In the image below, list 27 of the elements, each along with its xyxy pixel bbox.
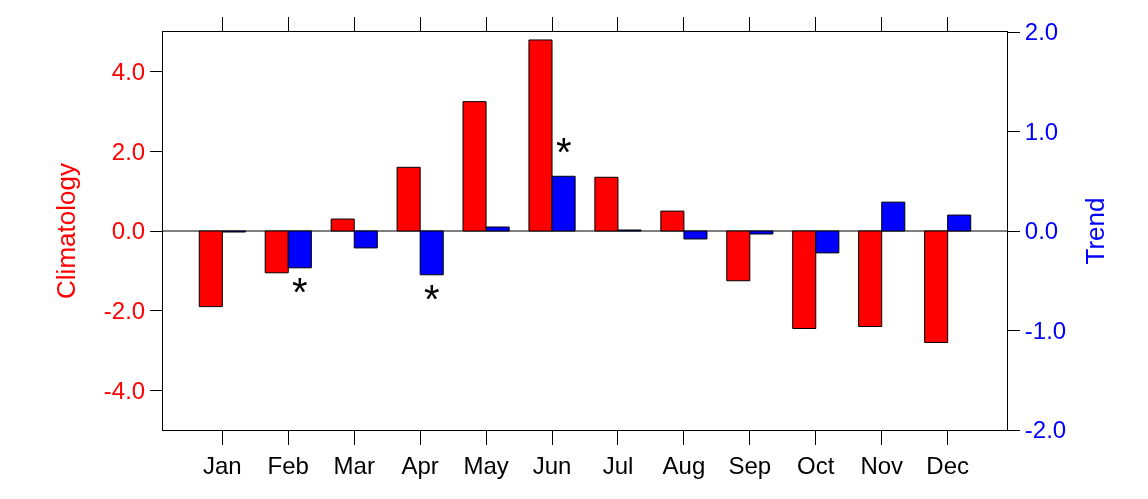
y2-tick-label: 2.0 — [1024, 18, 1059, 46]
y2-tick-label: -1.0 — [1024, 316, 1067, 344]
x-tick-label: Nov — [860, 451, 904, 479]
x-tick-label: May — [463, 451, 509, 479]
x-tick-label: Oct — [797, 451, 835, 479]
x-tick-label: Jul — [602, 451, 634, 479]
x-tick-label: Jun — [532, 451, 572, 479]
annotation: * — [556, 130, 572, 174]
x-tick-label: Dec — [926, 451, 969, 479]
annotation: * — [292, 270, 308, 314]
x-tick-label: Apr — [401, 451, 439, 479]
y2-tick-label: 0.0 — [1024, 217, 1059, 245]
annotation: * — [424, 277, 440, 321]
y2-tick-label: 1.0 — [1024, 117, 1059, 145]
x-tick-label: Aug — [662, 451, 706, 479]
y-tick-label: -4.0 — [103, 376, 146, 404]
x-tick-label: Jan — [202, 451, 242, 479]
y-tick-label: 2.0 — [111, 137, 146, 165]
y2-axis-title: Trend — [1079, 197, 1110, 265]
x-tick-label: Mar — [333, 451, 375, 479]
x-tick-label: Feb — [267, 451, 309, 479]
y2-tick-label: -2.0 — [1024, 416, 1067, 444]
x-tick-label: Sep — [728, 451, 772, 479]
y-tick-label: -2.0 — [103, 297, 146, 324]
y-tick-label: 0.0 — [111, 217, 146, 245]
y-tick-label: 4.0 — [111, 58, 146, 86]
y-axis-title: Climatology — [51, 163, 82, 299]
